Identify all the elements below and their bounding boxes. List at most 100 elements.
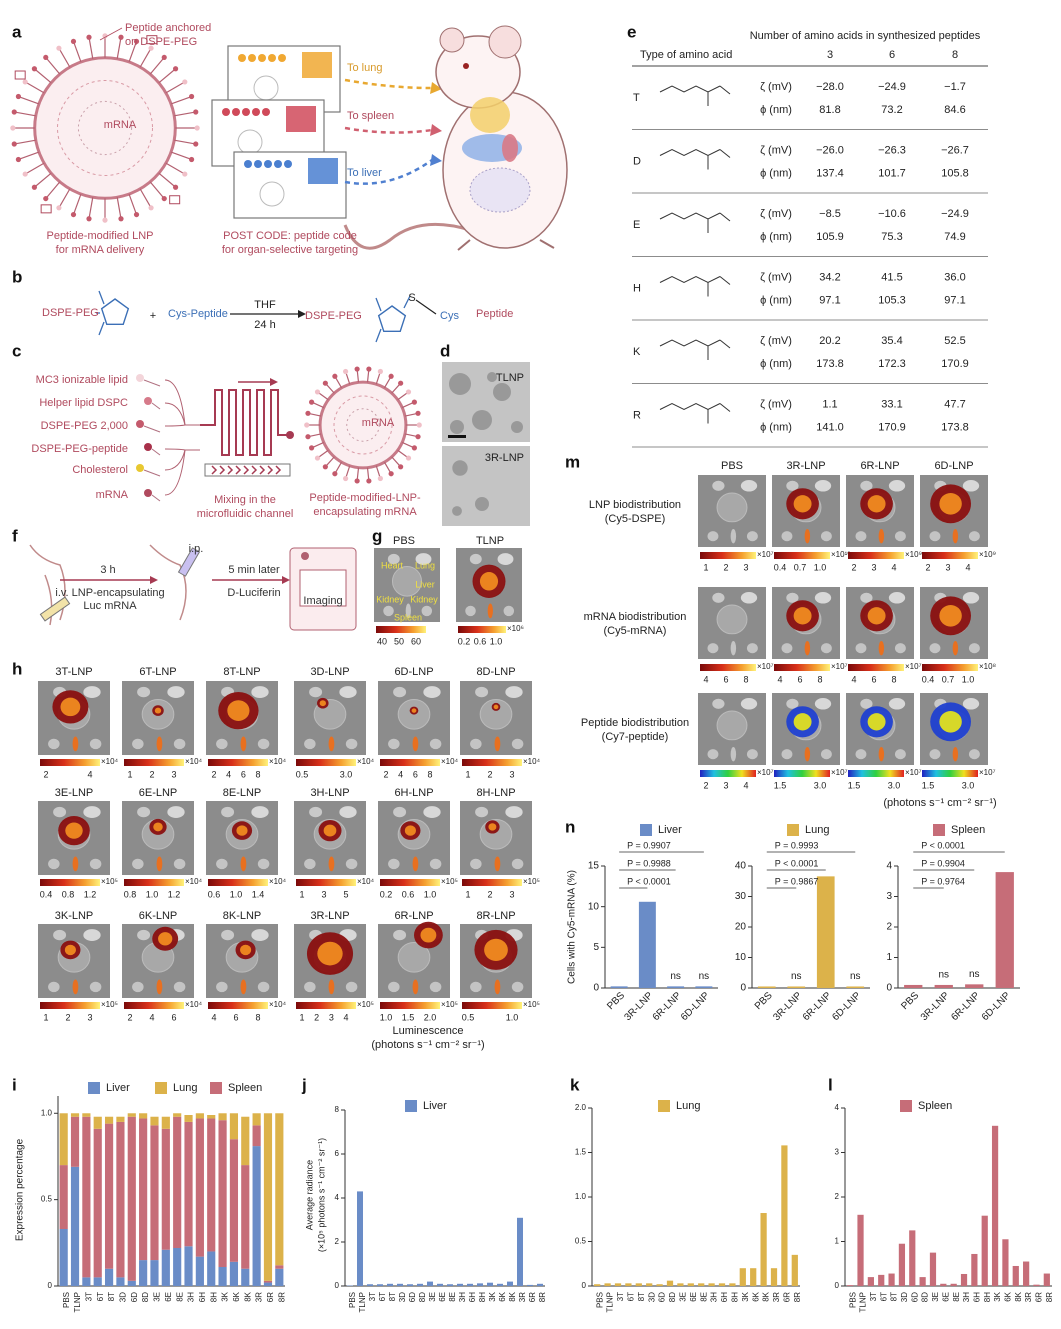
x-tick-label: 3E (153, 1292, 162, 1302)
organ (412, 979, 419, 995)
image-label: 8E-LNP (223, 787, 262, 799)
mouse-eye (463, 63, 469, 69)
p-value: P = 0.9993 (775, 840, 819, 850)
panel-letter: f (12, 526, 18, 545)
colorbar-tick: 1 (465, 769, 470, 779)
organ (345, 981, 358, 993)
organ (173, 738, 186, 750)
bar-segment (161, 1116, 170, 1129)
colorbar-tick: 2 (383, 769, 388, 779)
line (415, 299, 437, 315)
annotation: To liver (347, 167, 382, 179)
organ (397, 942, 431, 973)
x-tick-label: TLNP (358, 1292, 367, 1312)
organ (167, 806, 185, 819)
column-header: 3R-LNP (786, 460, 825, 472)
bar (991, 1125, 999, 1286)
bar-segment (195, 1113, 204, 1119)
bar-segment (104, 1268, 114, 1286)
component-label: DSPE-PEG-peptide (31, 443, 128, 455)
colorbar (774, 770, 830, 777)
y-axis-label: Average radiance (304, 1160, 314, 1230)
signal-core (404, 825, 416, 836)
y-tick-label: 0.5 (575, 1237, 587, 1246)
colorbar-tick: 1 (465, 889, 470, 899)
colorbar-tick: 6 (797, 674, 802, 684)
organ-label: Liver (415, 579, 435, 589)
colorbar-tick: 0.7 (942, 674, 955, 684)
bar-segment (218, 1120, 227, 1267)
amino-acid: D (633, 155, 641, 167)
lnp-head (314, 389, 321, 395)
colorbar-tick: 4 (965, 562, 970, 572)
signal-core (60, 697, 81, 717)
colorbar-tick: 3 (329, 1012, 334, 1022)
colorbar-tick: 0.5 (296, 769, 309, 779)
y-tick-label: 4 (835, 1103, 840, 1112)
bar (635, 1283, 642, 1286)
colorbar (458, 626, 506, 633)
chevron (235, 465, 242, 475)
x-tick-label: 6R-LNP (801, 990, 834, 1023)
colorbar-tick: 2 (851, 562, 856, 572)
line (26, 162, 45, 174)
organ (89, 738, 102, 750)
colorbar-unit: ×10⁷ (905, 768, 922, 777)
lnp-head (366, 478, 372, 484)
organ (387, 553, 400, 565)
bar (614, 1283, 622, 1286)
colorbar-tick: 4 (211, 1012, 216, 1022)
x-tick-label: 6R-LNP (651, 990, 684, 1023)
colorbar (922, 664, 978, 671)
x-tick-label: 6H (972, 1292, 981, 1302)
line (356, 370, 360, 383)
colorbar-tick: 8 (817, 674, 822, 684)
colorbar-tick: 4 (398, 769, 403, 779)
organ (494, 979, 501, 995)
zeta-label: ζ (mV) (760, 144, 792, 156)
colorbar-tick: 1.4 (252, 889, 265, 899)
organ (855, 531, 867, 542)
organ (465, 605, 476, 617)
colorbar-tick: 8 (743, 674, 748, 684)
organ (781, 531, 793, 542)
zeta-label: ζ (mV) (760, 398, 792, 410)
x-tick-label: 3K (488, 1291, 497, 1301)
panel-letter: n (565, 817, 575, 836)
bar (739, 1268, 746, 1286)
organ (257, 858, 270, 870)
organ (968, 643, 980, 654)
peptide-tag (14, 70, 26, 80)
colorbar-tick: 3.0 (340, 769, 353, 779)
line (397, 449, 408, 458)
component-label: mRNA (362, 417, 395, 429)
line (116, 197, 122, 217)
tem-particle (511, 421, 523, 433)
x-tick-label: 6D-LNP (980, 990, 1013, 1023)
bar-segment (184, 1115, 193, 1122)
line (128, 193, 137, 214)
colorbar-tick: 6 (871, 674, 876, 684)
organ (240, 736, 247, 752)
colorbar-tick: 4 (226, 769, 231, 779)
organ (48, 738, 60, 750)
bar-segment (207, 1251, 216, 1286)
organ (72, 979, 79, 995)
tem-particle (449, 373, 471, 395)
bar (760, 1213, 767, 1286)
colorbar-tick: 4 (703, 674, 708, 684)
bar (695, 986, 713, 988)
organ (328, 736, 335, 752)
x-tick-label: 8H (478, 1292, 487, 1302)
colorbar-unit: ×10⁵ (523, 1000, 540, 1009)
line (375, 465, 381, 478)
x-tick-label: 8T (637, 1292, 646, 1301)
bar (604, 1283, 611, 1286)
bar (437, 1283, 443, 1286)
colorbar (208, 879, 268, 886)
x-tick-label: 8D (141, 1292, 150, 1302)
colorbar-tick: 8 (427, 769, 432, 779)
bar (708, 1283, 715, 1286)
zeta-value: −26.0 (816, 144, 844, 156)
chevron (243, 465, 250, 475)
